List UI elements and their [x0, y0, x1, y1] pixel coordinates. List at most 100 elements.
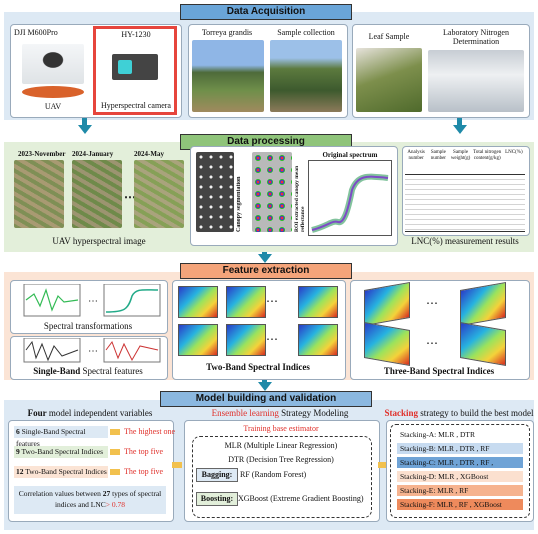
graphic: [311, 175, 389, 231]
heading-highlight: Ensemble learning: [211, 408, 279, 418]
arrow: [110, 429, 120, 435]
banner: Feature extraction: [180, 263, 352, 279]
heading-highlight: Stacking: [384, 408, 419, 418]
uav-label: UAV: [44, 102, 62, 111]
row-name: Two-Band Spectral Indices: [23, 467, 107, 476]
graphic: [25, 340, 79, 362]
variable-row: 9 Two-Band Spectral Indices: [14, 446, 108, 458]
heatmap: [298, 324, 338, 356]
image-caption: UAV hyperspectral image: [52, 236, 146, 246]
step-label: ROI extracted canopy mean reflectance: [294, 165, 306, 232]
field-species: Torreya grandis: [201, 28, 253, 37]
stacking-model: Stacking-D: MLR , XGBoost: [397, 471, 523, 482]
three-band-caption: Three-Band Spectral Indices: [383, 366, 495, 376]
date: 2023-November: [18, 150, 66, 158]
uav-photo: [22, 44, 84, 84]
step-label: Canopy segmentation: [236, 176, 242, 232]
stacking-model: Stacking-E: MLR , RF: [397, 485, 523, 496]
arrow: [453, 125, 467, 134]
ellipsis: ⋯: [266, 332, 278, 346]
heading-text: strategy to build the best model: [418, 408, 534, 418]
stacking-model: Stacking-F: MLR , RF , XGBoost: [397, 499, 523, 510]
ensemble-heading: Ensemble learning Strategy Modeling: [182, 408, 378, 418]
note-text: types of spectral indices and LNC: [54, 489, 162, 509]
bagging-label: Bagging:: [196, 468, 238, 482]
note-threshold: > 0.78: [105, 500, 126, 509]
table-header-cell: Analysis number: [407, 150, 425, 161]
heatmap: [226, 324, 266, 356]
arrow: [258, 254, 272, 263]
row-selection: The highest one: [124, 427, 176, 436]
lab-sample: Leaf Sample: [368, 32, 410, 41]
date: 2024-January: [72, 150, 114, 158]
stacking-model: Stacking-A: MLR , DTR: [397, 429, 523, 440]
estimator: MLR (Multiple Linear Regression): [224, 441, 338, 450]
estimator: DTR (Decision Tree Regression): [228, 455, 334, 464]
row-selection: The top five: [124, 447, 164, 456]
arrow: [78, 125, 92, 134]
table-header-cell: Sample number: [430, 150, 446, 161]
heading-text: Strategy Modeling: [278, 408, 349, 418]
roi-image: [252, 152, 292, 232]
arrow: [82, 118, 87, 126]
stacking-model: Stacking-B: MLR , DTR , RF: [397, 443, 523, 454]
heading-bold: Four: [27, 408, 47, 418]
graphic: [105, 289, 159, 313]
arrow: [378, 462, 386, 468]
row-selection: The top five: [124, 467, 164, 476]
stacking-model: Stacking-C: MLR , DTR , RF , XGBoost: [397, 457, 523, 478]
arrow: [457, 118, 462, 126]
arrow: [110, 469, 120, 475]
correlation-note: Correlation values between 27 types of s…: [14, 486, 166, 514]
uav-model: DJI M600Pro: [14, 28, 58, 37]
uav-image: [14, 160, 64, 228]
row-count: 12: [16, 467, 24, 476]
banner: Data Acquisition: [180, 4, 352, 20]
row-count: 9: [16, 447, 20, 456]
ellipsis: ⋯: [426, 336, 438, 350]
caption-text: Spectral features: [80, 366, 143, 376]
variables-heading: Four model independent variables: [8, 408, 172, 418]
camera-model: HY-1230: [121, 30, 151, 39]
sampling-photo: [270, 40, 342, 112]
camera-label: Hyperspectral camera: [101, 101, 171, 110]
table-header-cell: Total nitrogen content(g/kg): [473, 150, 502, 161]
spectrum-title: Original spectrum: [322, 151, 378, 159]
table-header: Analysis number Sample number Sample wei…: [405, 150, 525, 162]
banner: Model building and validation: [160, 391, 372, 407]
boosting-text: XGBoost (Extreme Gradient Boosting): [238, 494, 364, 503]
camera-logo: [118, 60, 132, 74]
graphic: [103, 338, 161, 363]
date: 2024-May: [134, 150, 164, 158]
graphic: ⋯: [88, 296, 98, 307]
row-count: 6: [16, 427, 20, 436]
arrow: [258, 382, 272, 391]
spectrum-plot: [308, 160, 392, 236]
ellipsis: ⋯: [426, 296, 438, 310]
segmentation-image: [196, 152, 234, 232]
table-header-cell: LNC(%): [505, 150, 523, 155]
heatmap: [178, 286, 218, 318]
stacking-box: Stacking-A: MLR , DTR Stacking-B: MLR , …: [390, 424, 530, 518]
stacking-heading: Stacking strategy to build the best mode…: [384, 408, 534, 418]
lab-method: Laboratory Nitrogen Determination: [443, 28, 509, 46]
lab-photo: [428, 50, 524, 112]
heading-text: model independent variables: [46, 408, 153, 418]
bagging-text: RF (Random Forest): [240, 470, 307, 479]
caption-bold: Single-Band: [33, 366, 81, 376]
variable-row: 6 Single-Band Spectral features: [14, 426, 108, 448]
row-name: Single-Band Spectral features: [16, 427, 86, 448]
boosting-label: Boosting:: [196, 492, 238, 506]
graphic: [105, 340, 159, 362]
note-count: 27: [102, 489, 111, 498]
ensemble-subheading: Training base estimator: [243, 424, 319, 433]
heatmap: [298, 286, 338, 318]
estimator-box: [192, 436, 372, 518]
two-band-caption: Two-Band Spectral Indices: [206, 362, 310, 372]
single-band-plots: ⋯: [23, 338, 161, 363]
table-header-cell: Sample weight(g): [450, 150, 471, 161]
landing-pad: [22, 86, 84, 98]
transform-caption: Spectral transformations: [43, 321, 133, 331]
single-band-caption: Single-Band Spectral features: [10, 366, 166, 376]
arrow: [172, 462, 182, 468]
